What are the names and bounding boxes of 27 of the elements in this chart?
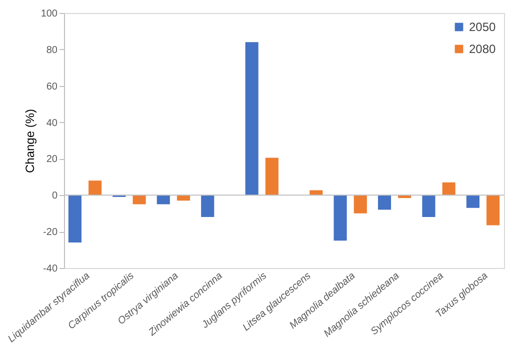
bar <box>422 195 436 217</box>
legend-label: 2050 <box>469 20 496 34</box>
bar <box>156 195 170 204</box>
y-tick-label: 100 <box>40 8 58 20</box>
bar <box>378 195 392 210</box>
bar <box>88 180 102 196</box>
y-tick-label: 40 <box>46 118 58 129</box>
bar <box>310 190 323 196</box>
bar <box>68 195 82 242</box>
bar <box>265 158 278 196</box>
legend-label: 2080 <box>469 42 496 56</box>
y-tick-label: 80 <box>46 44 58 56</box>
y-tick-label: 20 <box>46 154 58 166</box>
bar <box>201 195 214 217</box>
y-tick-label: 0 <box>52 190 58 202</box>
bar <box>354 195 367 214</box>
bar <box>245 42 258 196</box>
y-tick-label: -20 <box>43 227 58 238</box>
bar <box>486 195 500 226</box>
y-tick-label: -40 <box>43 264 58 274</box>
bar <box>466 195 480 208</box>
bar <box>132 195 146 204</box>
bar <box>442 182 456 196</box>
y-tick-label: 60 <box>46 81 58 92</box>
bar <box>176 195 190 201</box>
bar <box>334 195 347 241</box>
y-axis-title: Change (%) <box>22 108 37 174</box>
